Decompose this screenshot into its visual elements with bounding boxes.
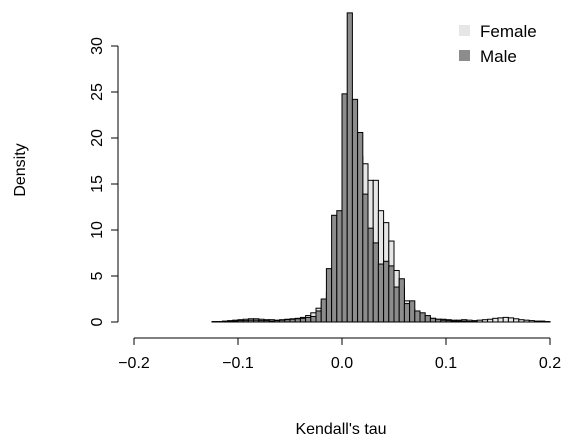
bar-male	[331, 214, 338, 323]
bar-male	[237, 320, 244, 323]
bar-male	[346, 12, 353, 323]
x-axis: −0.2 −0.1 0.0 0.1 0.2	[118, 337, 561, 372]
bar-male	[450, 320, 457, 323]
bar-male	[403, 303, 411, 323]
x-tick-label: 0.2	[539, 355, 561, 372]
bar-female	[487, 318, 494, 323]
y-tick-label: 15	[89, 175, 106, 193]
bar-male	[424, 315, 431, 323]
bar-male	[388, 265, 395, 323]
bar-female	[507, 317, 515, 323]
bar-male	[227, 320, 234, 323]
y-tick-label: 0	[89, 317, 106, 326]
y-tick-label: 25	[89, 83, 106, 101]
x-tick-label: −0.1	[222, 355, 254, 372]
y-axis: 0 5 10 15 20 25 30	[89, 37, 119, 326]
legend-swatch-female	[459, 25, 470, 36]
bar-male	[325, 268, 333, 323]
y-tick-label: 20	[89, 129, 106, 147]
bar-female	[221, 320, 229, 323]
bar-male	[414, 310, 421, 323]
x-tick-label: 0.0	[331, 355, 353, 372]
legend-label-male: Male	[480, 47, 517, 66]
bar-male	[429, 317, 437, 323]
bar-male	[232, 320, 239, 323]
y-axis-label: Density	[12, 143, 29, 196]
x-tick-label: −0.2	[118, 355, 150, 372]
bar-male	[258, 320, 265, 323]
y-tick-label: 30	[89, 37, 106, 55]
bar-male	[461, 320, 468, 323]
series-male-bars	[227, 12, 478, 323]
bar-male	[435, 318, 442, 323]
bar-male	[247, 319, 255, 323]
bar-male	[372, 242, 379, 323]
bar-male	[253, 319, 260, 323]
bar-male	[440, 319, 447, 323]
bar-female	[518, 319, 525, 323]
bar-male	[299, 317, 307, 323]
bar-male	[409, 300, 416, 323]
x-tick-label: 0.1	[435, 355, 457, 372]
bar-male	[279, 319, 286, 323]
bar-female	[513, 318, 520, 323]
bar-male	[367, 227, 374, 323]
bar-female	[492, 317, 499, 323]
bar-male	[362, 193, 369, 323]
bar-male	[273, 320, 281, 323]
bar-male	[263, 320, 270, 323]
bar-male	[315, 310, 322, 323]
bar-male	[419, 312, 426, 323]
bar-female	[481, 319, 489, 323]
bar-female	[502, 316, 509, 323]
bar-male	[341, 93, 348, 323]
bar-male	[351, 98, 359, 323]
bar-male	[268, 320, 275, 323]
bar-male	[305, 316, 312, 323]
bar-male	[357, 131, 364, 323]
y-tick-label: 10	[89, 221, 106, 239]
x-axis-label: Kendall's tau	[295, 421, 386, 438]
bar-male	[336, 210, 343, 323]
bar-male	[455, 320, 463, 323]
bar-male	[320, 298, 327, 323]
legend-label-female: Female	[480, 22, 537, 41]
legend-swatch-male	[459, 50, 470, 61]
bar-female	[539, 320, 546, 323]
bar-male	[377, 263, 385, 323]
bar-male	[242, 320, 249, 323]
bar-male	[284, 319, 291, 323]
bar-female	[497, 317, 504, 323]
bar-male	[393, 286, 400, 323]
legend: Female Male	[459, 22, 537, 66]
bar-female	[528, 320, 535, 323]
bar-female	[476, 319, 483, 323]
bar-male	[445, 320, 452, 323]
bar-male	[398, 278, 405, 323]
bar-female	[523, 319, 530, 323]
bar-male	[289, 318, 296, 323]
bar-male	[294, 318, 301, 323]
y-tick-label: 5	[89, 271, 106, 280]
bar-female	[533, 320, 541, 323]
bar-male	[310, 315, 317, 323]
bar-male	[383, 260, 390, 323]
